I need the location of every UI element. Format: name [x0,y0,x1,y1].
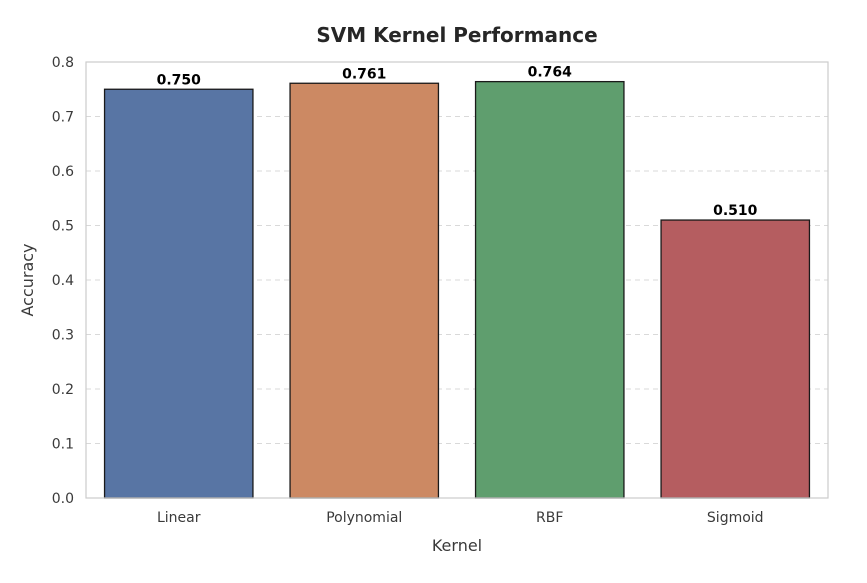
x-tick-label-linear: Linear [157,510,201,526]
value-labels: 0.750 0.761 0.764 0.510 [157,65,758,219]
y-tick-label: 0.1 [52,437,74,453]
value-label-rbf: 0.764 [528,65,573,81]
x-tick-label-rbf: RBF [536,510,563,526]
bars [103,80,811,499]
x-axis-ticks: Linear Polynomial RBF Sigmoid [157,510,764,526]
x-tick-label-polynomial: Polynomial [326,510,402,526]
y-tick-label: 0.8 [52,55,74,71]
x-axis-label: Kernel [432,536,482,555]
value-label-polynomial: 0.761 [342,66,386,82]
chart-title: SVM Kernel Performance [316,23,597,47]
bar-linear [103,88,254,499]
y-tick-label: 0.2 [52,382,74,398]
bar-sigmoid [660,219,811,499]
y-tick-label: 0.7 [52,110,74,126]
y-tick-label: 0.4 [52,273,74,289]
y-tick-label: 0.0 [52,491,74,507]
y-tick-label: 0.6 [52,164,74,180]
x-tick-label-sigmoid: Sigmoid [707,510,764,526]
value-label-sigmoid: 0.510 [713,203,758,219]
value-label-linear: 0.750 [157,72,202,88]
y-axis-ticks: 0.0 0.1 0.2 0.3 0.4 0.5 0.6 0.7 0.8 [52,55,74,507]
plot-frame [85,61,829,499]
bar-polynomial [289,82,440,499]
grid-lines [86,116,828,444]
y-tick-label: 0.5 [52,219,74,235]
y-axis-label: Accuracy [18,243,37,316]
bar-rbf [474,80,625,499]
y-tick-label: 0.3 [52,328,74,344]
